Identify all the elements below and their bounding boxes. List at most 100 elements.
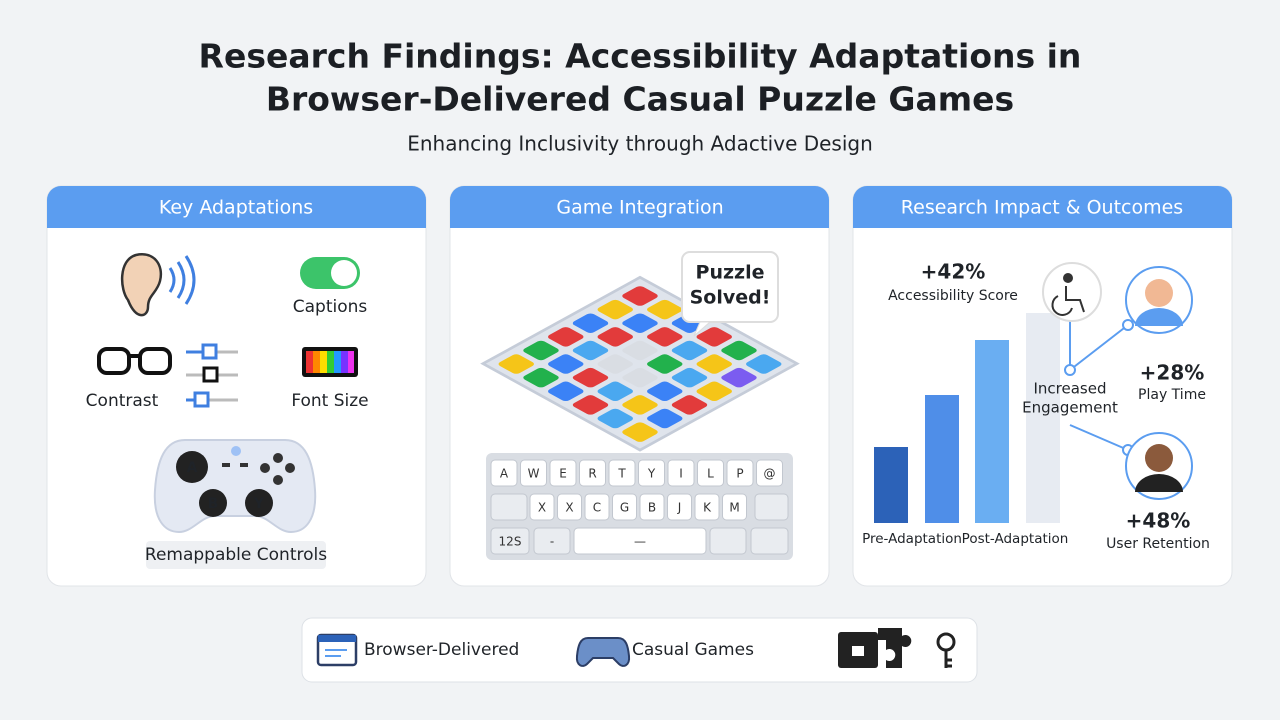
- stat-label: Play Time: [1138, 387, 1206, 403]
- key: [722, 493, 747, 521]
- key: [608, 459, 636, 487]
- puzzle-lock-icon-part: [852, 646, 864, 656]
- item-label: Remappable Controls: [145, 545, 327, 565]
- tile: [647, 381, 683, 402]
- tile: [647, 408, 683, 429]
- gamepad-icon: A: [153, 439, 317, 534]
- gamepad-icon-part: [260, 463, 270, 473]
- tile: [696, 354, 732, 374]
- tile: [622, 422, 658, 442]
- bars-part: [874, 447, 908, 523]
- speech-bubble-part: [693, 321, 712, 337]
- item-label: Captions: [293, 297, 368, 317]
- puzzle-lock-icon: [838, 628, 956, 668]
- panel-frames-part: [853, 186, 1232, 228]
- bars-part: [975, 340, 1009, 523]
- tile: [498, 354, 534, 374]
- footer-bar: [301, 617, 978, 683]
- tile: [622, 395, 658, 415]
- rainbow-icon-part: [341, 351, 348, 373]
- key: [490, 527, 530, 555]
- key: [754, 493, 789, 521]
- network-part: [1051, 286, 1085, 316]
- rainbow-icon-part: [320, 351, 327, 373]
- footer-label: Browser-Delivered: [364, 640, 519, 660]
- puzzle-lock-icon-part: [944, 650, 952, 668]
- gamepad-icon-part: [231, 446, 241, 456]
- rainbow-icon-part: [313, 351, 320, 373]
- key-label: 12S: [499, 535, 522, 549]
- item-label: Contrast: [86, 391, 159, 411]
- key: [709, 527, 747, 555]
- panel-frames-part: [47, 186, 426, 228]
- network-part: [1064, 364, 1076, 376]
- key: [549, 459, 577, 487]
- tile: [597, 354, 633, 374]
- tile: [671, 367, 708, 388]
- tile: [622, 313, 658, 333]
- bubble-text: Puzzle: [696, 262, 765, 284]
- tile: [548, 381, 584, 402]
- key: [529, 493, 555, 521]
- panel-title: Game Integration: [556, 197, 723, 219]
- key-label: Y: [647, 467, 656, 481]
- browser-icon-part: [318, 635, 356, 642]
- panel-title: Research Impact & Outcomes: [901, 197, 1183, 219]
- tile: [671, 340, 708, 361]
- slider-icon-part: [201, 343, 218, 360]
- key-label: @: [764, 467, 776, 481]
- gamepad-icon-part: [273, 453, 283, 463]
- network-part: [1063, 273, 1073, 283]
- key-label: B: [648, 501, 656, 515]
- tile: [523, 367, 559, 388]
- key-label: —: [634, 535, 646, 549]
- slider-icon-part: [202, 366, 219, 383]
- tile: [597, 381, 633, 402]
- key-label: X: [538, 501, 546, 515]
- tile: [548, 327, 584, 347]
- gamepad-icon-part: [285, 463, 295, 473]
- key: [726, 459, 754, 487]
- key: [520, 459, 547, 487]
- network-part: [1042, 262, 1102, 322]
- subtitle: Enhancing Inclusivity through Adactive D…: [407, 132, 873, 156]
- browser-icon: [316, 633, 358, 667]
- label-box: [146, 541, 326, 569]
- network-part: [1145, 444, 1173, 472]
- tile: [548, 354, 584, 374]
- title: Browser-Delivered Casual Puzzle Games: [266, 80, 1014, 119]
- ear-icon-part: [121, 253, 163, 317]
- bars-part: [925, 395, 959, 523]
- tile: [622, 340, 658, 361]
- key: [694, 493, 720, 521]
- center-label: Increased: [1033, 380, 1106, 398]
- tile: [572, 340, 609, 361]
- slider-icon: [186, 343, 238, 408]
- tile: [647, 327, 683, 347]
- network-part: [1145, 279, 1173, 307]
- glasses-icon-part: [97, 347, 131, 375]
- speech-bubble-part: [681, 251, 779, 323]
- panel-frames-part: [450, 186, 829, 228]
- key-label: K: [703, 501, 712, 515]
- network: [1042, 262, 1193, 500]
- tile: [622, 286, 658, 306]
- toggle-icon-part: [331, 260, 357, 286]
- tile: [597, 408, 633, 429]
- key: [579, 459, 606, 487]
- tile: [696, 381, 732, 402]
- key-label: C: [593, 501, 601, 515]
- rainbow-icon-part: [306, 351, 313, 373]
- gamepad-small-part: [575, 637, 631, 667]
- key-label: P: [736, 467, 743, 481]
- title: Research Findings: Accessibility Adaptat…: [199, 37, 1082, 76]
- stat-label: User Retention: [1106, 536, 1210, 552]
- key-label: J: [677, 501, 682, 515]
- network-part: [1069, 320, 1129, 451]
- key: [638, 459, 665, 487]
- panel-frames-part: [46, 185, 427, 587]
- center-label: Engagement: [1022, 399, 1118, 417]
- tile: [597, 327, 633, 347]
- tile: [721, 340, 757, 361]
- gamepad-icon-part: [176, 451, 208, 483]
